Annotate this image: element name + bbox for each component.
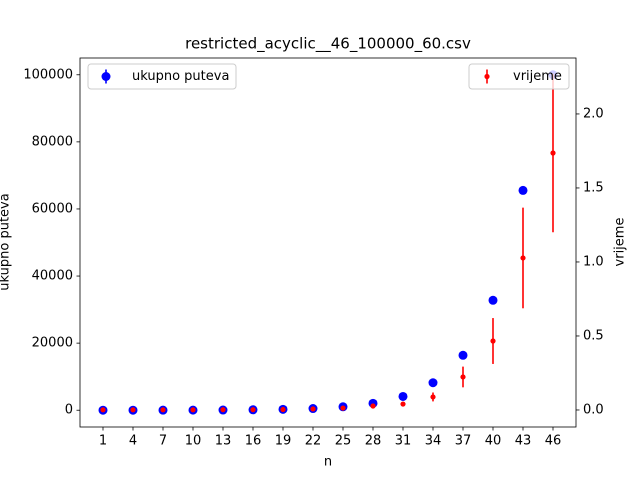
- marker: [100, 407, 106, 413]
- x-tick-label: 40: [485, 434, 502, 449]
- marker: [488, 295, 498, 305]
- legend: vrijeme: [468, 63, 570, 90]
- marker: [518, 185, 528, 195]
- legend-label: ukupno puteva: [132, 69, 229, 84]
- marker: [520, 255, 526, 261]
- x-tick-label: 10: [185, 434, 202, 449]
- marker: [400, 401, 406, 407]
- x-tick-label: 19: [275, 434, 292, 449]
- y-tick-label: 60000: [32, 201, 73, 216]
- marker: [310, 406, 316, 412]
- y-tick-label: 20000: [32, 336, 73, 351]
- marker: [370, 403, 376, 409]
- y-tick-label: 40000: [32, 269, 73, 284]
- marker: [458, 350, 468, 360]
- legend-box: [87, 63, 237, 90]
- x-tick-label: 13: [215, 434, 232, 449]
- y2-tick-label: 1.5: [583, 180, 604, 195]
- marker: [220, 407, 226, 413]
- x-tick-label: 16: [245, 434, 262, 449]
- x-tick-label: 43: [515, 434, 532, 449]
- marker: [280, 406, 286, 413]
- y2-axis-label: vrijeme: [613, 218, 628, 267]
- x-axis-label: n: [324, 455, 332, 470]
- marker: [550, 150, 556, 156]
- marker: [490, 338, 496, 344]
- x-tick-label: 37: [455, 434, 472, 449]
- x-tick-label: 4: [129, 434, 137, 449]
- legend-box: [468, 63, 570, 90]
- x-tick-label: 46: [545, 434, 562, 449]
- x-tick-label: 28: [365, 434, 382, 449]
- y-axis-label: ukupno puteva: [0, 193, 13, 290]
- legend: ukupno puteva: [87, 63, 237, 90]
- y-tick-label: 80000: [32, 134, 73, 149]
- x-tick-label: 22: [305, 434, 322, 449]
- marker: [460, 374, 466, 380]
- marker: [190, 407, 196, 413]
- x-tick-label: 1: [99, 434, 107, 449]
- y-tick-label: 100000: [23, 67, 73, 82]
- y2-tick-label: 1.0: [583, 254, 604, 269]
- x-tick-label: 31: [395, 434, 412, 449]
- chart-title: restricted_acyclic__46_100000_60.csv: [185, 35, 471, 54]
- x-tick-label: 34: [425, 434, 442, 449]
- marker: [428, 378, 438, 388]
- legend-marker: [484, 73, 490, 80]
- marker: [398, 391, 408, 401]
- marker: [340, 405, 346, 411]
- marker: [160, 407, 166, 413]
- marker: [430, 394, 436, 400]
- marker: [250, 407, 256, 413]
- x-tick-label: 7: [159, 434, 167, 449]
- axes-frame: [79, 57, 577, 428]
- marker: [130, 407, 136, 413]
- y2-tick-label: 2.0: [583, 106, 604, 121]
- y2-tick-label: 0.0: [583, 402, 604, 417]
- legend-marker: [101, 72, 111, 81]
- y2-tick-label: 0.5: [583, 328, 604, 343]
- x-tick-label: 25: [335, 434, 352, 449]
- y-tick-label: 0: [65, 403, 73, 418]
- legend-label: vrijeme: [513, 69, 562, 84]
